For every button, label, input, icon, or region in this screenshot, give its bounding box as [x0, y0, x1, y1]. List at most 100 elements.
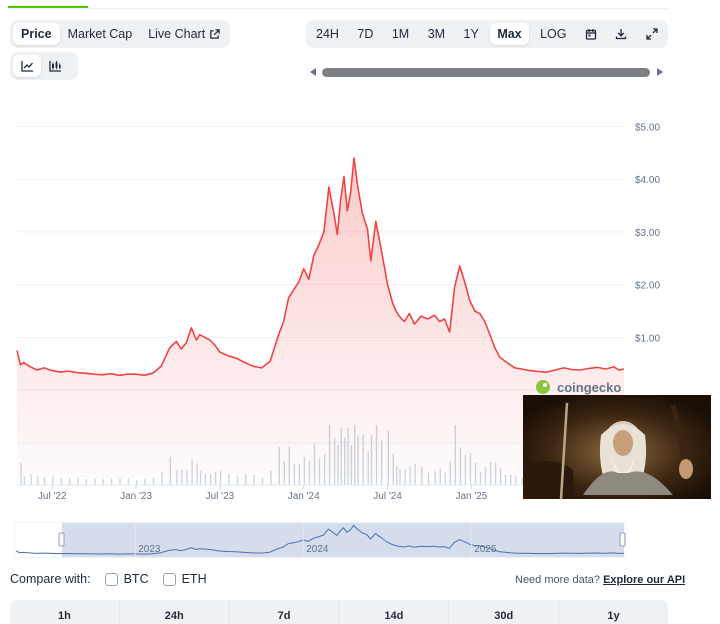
wizard-scene-image: [523, 395, 711, 499]
y-tick-label: $1.00: [635, 333, 660, 344]
tab-market-cap-label: Market Cap: [67, 27, 133, 41]
chart-type-selector: [10, 52, 78, 80]
y-tick-label: $3.00: [635, 228, 660, 239]
col-14d: 14d: [339, 600, 450, 624]
col-30d: 30d: [449, 600, 560, 624]
navigator-left-handle[interactable]: [58, 532, 65, 547]
volume-bar: [43, 476, 46, 485]
explore-api-link[interactable]: Explore our API: [603, 574, 686, 586]
line-chart-button[interactable]: [13, 55, 41, 77]
y-tick-label: $4.00: [635, 175, 660, 186]
download-button[interactable]: [608, 23, 634, 45]
calendar-icon: [585, 29, 597, 40]
x-tick-label: Jan '25: [455, 491, 487, 502]
col-1h: 1h: [10, 600, 120, 624]
compare-btc-label[interactable]: BTC: [123, 572, 149, 586]
range-1m-button[interactable]: 1M: [391, 27, 410, 41]
scroll-right-arrow[interactable]: [657, 68, 663, 76]
volume-bar: [404, 469, 406, 485]
tab-price-label: Price: [21, 27, 52, 41]
x-tick-label: Jan '23: [120, 491, 152, 502]
col-24h: 24h: [120, 600, 230, 624]
volume-bar: [521, 478, 524, 485]
api-note-text: Need more data?: [515, 574, 600, 586]
external-link-icon: [210, 28, 220, 39]
volume-bar: [427, 472, 430, 485]
navigator-chart[interactable]: 2023 2024 2025: [14, 522, 626, 558]
volume-bar: [136, 479, 138, 485]
video-thumbnail: [523, 395, 711, 499]
volume-bar: [60, 477, 62, 485]
compare-eth-label[interactable]: ETH: [181, 572, 207, 586]
col-7d: 7d: [230, 600, 340, 624]
y-tick-label: $5.00: [635, 122, 660, 133]
scroll-left-arrow[interactable]: [310, 68, 316, 76]
volume-bar: [270, 471, 272, 485]
volume-bar: [510, 474, 512, 485]
range-max-button[interactable]: Max: [490, 23, 529, 45]
x-tick-label: Jul '23: [206, 491, 235, 502]
x-tick-label: Jul '24: [373, 491, 402, 502]
volume-bar: [144, 478, 146, 485]
active-tab-underline: [8, 6, 88, 8]
volume-bar: [209, 474, 212, 485]
compare-eth-checkbox[interactable]: [162, 572, 176, 586]
volume-bar: [479, 472, 482, 485]
volume-bar: [186, 470, 188, 485]
range-24h-button[interactable]: 24H: [316, 27, 339, 41]
range-7d-button[interactable]: 7D: [357, 27, 374, 41]
compare-btc-checkbox[interactable]: [104, 572, 118, 586]
coingecko-watermark: coingecko: [536, 380, 621, 395]
x-tick-label: Jul '22: [38, 491, 67, 502]
line-chart-icon: [20, 61, 33, 72]
volume-bar: [94, 478, 96, 485]
volume-bar: [77, 477, 79, 485]
tab-live-chart[interactable]: Live Chart: [140, 23, 228, 45]
volume-bar: [204, 474, 207, 485]
navigator-series-line: [15, 524, 625, 555]
log-scale-button[interactable]: LOG: [540, 27, 567, 41]
volume-bar: [219, 470, 222, 485]
calendar-button[interactable]: [578, 23, 604, 45]
price-area-fill: [17, 158, 624, 478]
volume-bar: [161, 471, 163, 485]
tab-price[interactable]: Price: [13, 23, 60, 45]
price-chart[interactable]: $1.00 $2.00 $3.00 $4.00 $5.00 Jul '22 Jan '23…: [0, 100, 680, 512]
volume-bar: [228, 474, 230, 485]
api-note: Need more data? Explore our API: [515, 574, 685, 586]
volume-bar: [199, 470, 202, 485]
tab-live-chart-label: Live Chart: [148, 27, 206, 41]
volume-bar: [236, 475, 239, 485]
volume-bar: [127, 478, 130, 485]
candlestick-chart-button[interactable]: [41, 55, 69, 77]
volume-bar: [176, 470, 178, 485]
volume-bar: [515, 475, 517, 485]
x-tick-label: Jan '24: [288, 491, 320, 502]
candlestick-chart-icon: [48, 61, 61, 72]
volume-bar: [444, 472, 446, 485]
chart-mode-tabs: Price Market Cap Live Chart: [10, 20, 230, 48]
volume-bar: [253, 475, 255, 485]
range-1y-button[interactable]: 1Y: [463, 27, 479, 41]
volume-bar: [181, 469, 183, 485]
range-3m-button[interactable]: 3M: [427, 27, 446, 41]
fullscreen-button[interactable]: [639, 23, 665, 45]
chart-scrollbar-thumb[interactable]: [322, 68, 650, 77]
watermark-text: coingecko: [557, 380, 621, 395]
y-tick-label: $2.00: [635, 281, 660, 292]
tab-market-cap[interactable]: Market Cap: [60, 23, 141, 45]
volume-bar: [119, 478, 121, 485]
volume-bar: [69, 478, 71, 485]
volume-bar: [434, 471, 436, 485]
price-series-line: [16, 157, 625, 377]
volume-bar: [399, 469, 401, 485]
compare-label: Compare with:: [10, 572, 91, 586]
time-range-selector: 24H 7D 1M 3M 1Y Max LOG: [306, 20, 668, 48]
navigator-right-handle[interactable]: [619, 532, 626, 547]
compare-row: Compare with: BTC ETH: [10, 572, 207, 586]
volume-bar: [30, 474, 32, 485]
divider: [8, 8, 668, 9]
volume-bar: [85, 479, 88, 485]
navigator-tick-label: 2025: [474, 544, 497, 555]
volume-bar: [102, 479, 104, 485]
